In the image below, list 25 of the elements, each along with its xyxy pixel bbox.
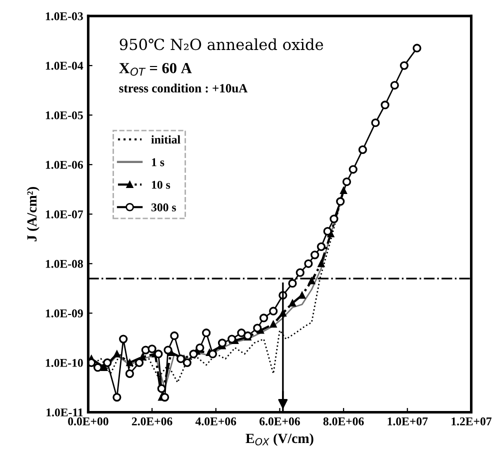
y-tick-label: 1.0E-07 bbox=[46, 210, 84, 218]
legend-label: initial bbox=[151, 135, 180, 144]
y-tick-label: 1.0E-04 bbox=[46, 62, 84, 70]
annotation: X$_{OT}$ = 60 A bbox=[119, 62, 192, 76]
y-axis-title: J (A/cm²) bbox=[26, 187, 40, 242]
x-axis-title: E$_{OX}$ (V/cm) bbox=[246, 433, 314, 446]
annotation: stress condition : +10uA bbox=[119, 84, 248, 93]
x-tick-label: 1.2E+07 bbox=[452, 417, 492, 426]
y-tick-label: 1.0E-11 bbox=[46, 408, 83, 416]
legend-label: 10 s bbox=[152, 180, 170, 189]
x-tick-label: 0.0E+00 bbox=[68, 417, 108, 426]
y-tick-label: 1.0E-05 bbox=[46, 111, 83, 120]
x-tick-label: 8.0E+06 bbox=[323, 417, 364, 426]
y-tick-label: 1.0E-03 bbox=[46, 12, 83, 20]
annotation: 950℃ N₂O annealed oxide bbox=[120, 38, 324, 50]
x-tick-label: 4.0E+06 bbox=[195, 417, 236, 426]
x-tick-label: 6.0E+06 bbox=[260, 417, 300, 426]
y-tick-label: 1.0E-10 bbox=[46, 358, 83, 367]
legend-label: 300 s bbox=[151, 203, 176, 212]
y-tick-label: 1.0E-06 bbox=[46, 160, 83, 169]
x-tick-label: 1.0E+07 bbox=[388, 417, 428, 426]
y-tick-label: 1.0E-08 bbox=[46, 260, 83, 268]
x-tick-label: 2.0E+06 bbox=[132, 417, 172, 426]
legend-label: 1 s bbox=[152, 158, 164, 166]
y-tick-label: 1.0E-09 bbox=[46, 309, 83, 318]
